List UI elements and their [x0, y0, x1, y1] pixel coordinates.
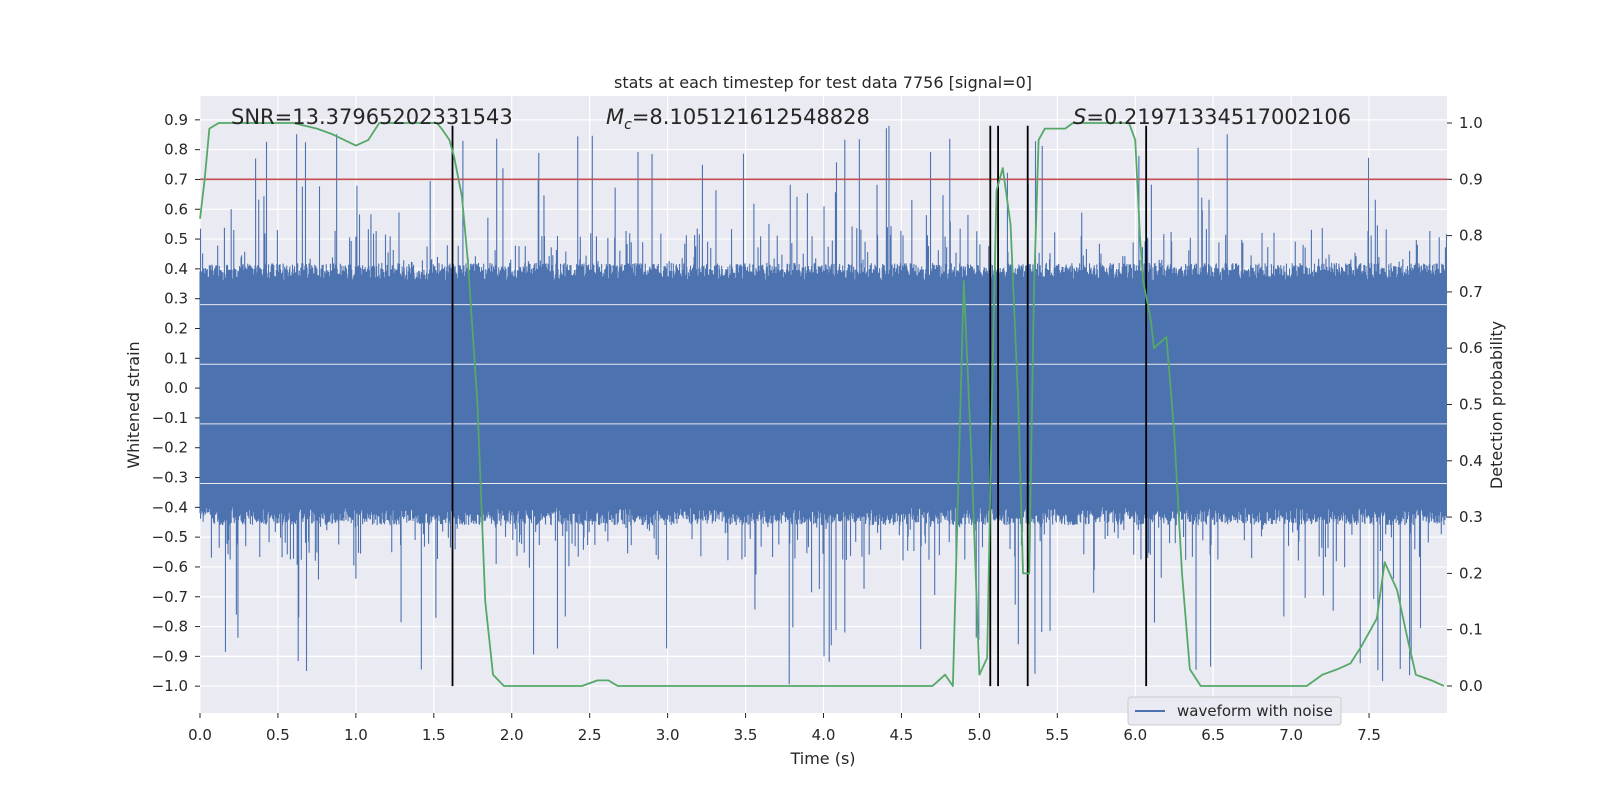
snr-annotation: SNR=13.37965202331543 [231, 105, 513, 129]
x-axis-label: Time (s) [789, 749, 855, 768]
y-left-tick-label: 0.0 [164, 379, 188, 397]
y-left-tick-label: −0.4 [152, 498, 188, 516]
y-left-tick-label: 0.4 [164, 260, 188, 278]
y-left-tick-label: −0.9 [152, 647, 188, 665]
waveform-series [199, 125, 1448, 685]
y-right-tick-label: 0.3 [1459, 508, 1483, 526]
mc-symbol: M [606, 105, 624, 129]
x-tick-label: 1.0 [344, 726, 368, 744]
y-right-tick-label: 0.1 [1459, 621, 1483, 639]
x-tick-label: 6.0 [1123, 726, 1147, 744]
chart-title: stats at each timestep for test data 775… [614, 73, 1032, 92]
x-tick-label: 7.5 [1357, 726, 1381, 744]
y-axis-label-right: Detection probability [1487, 321, 1506, 489]
y-left-tick-label: −0.7 [152, 588, 188, 606]
y-left-tick-label: −0.6 [152, 558, 188, 576]
s-annotation: S=0.21971334517002106 [1073, 105, 1351, 129]
y-left-tick-label: 0.3 [164, 290, 188, 308]
mc-subscript: c [624, 117, 632, 133]
y-left-tick-label: 0.9 [164, 111, 188, 129]
y-left-tick-label: 0.1 [164, 349, 188, 367]
x-tick-label: 0.5 [266, 726, 290, 744]
x-tick-label: 0.0 [188, 726, 212, 744]
y-left-tick-label: 0.7 [164, 170, 188, 188]
probability-series [199, 122, 1445, 687]
probability-line [199, 122, 1445, 687]
x-tick-label: 5.5 [1045, 726, 1069, 744]
chirp-mass-annotation: Mc=8.105121612548828 [606, 105, 870, 133]
y-left-tick-label: 0.6 [164, 200, 188, 218]
y-left-tick-label: −0.5 [152, 528, 188, 546]
y-axis-label-left: Whitened strain [124, 341, 143, 468]
y-right-tick-label: 0.5 [1459, 396, 1483, 414]
y-left-tick-label: 0.8 [164, 141, 188, 159]
y-right-tick-label: 0.2 [1459, 564, 1483, 582]
x-tick-label: 4.0 [812, 726, 836, 744]
x-tick-label: 4.5 [890, 726, 914, 744]
y-right-tick-label: 0.0 [1459, 677, 1483, 695]
axis-ticks: 0.0 0.5 1.0 1.5 2.0 2.5 3.0 3.5 4.0 4.5 5.0 5.5 6.0 6… [152, 111, 1483, 744]
x-tick-label: 6.5 [1201, 726, 1225, 744]
y-left-tick-label: −0.2 [152, 439, 188, 457]
s-value: =0.21971334517002106 [1086, 105, 1351, 129]
legend-box [1127, 696, 1342, 726]
x-tick-label: 3.0 [656, 726, 680, 744]
x-tick-label: 2.5 [578, 726, 602, 744]
x-tick-label: 5.0 [967, 726, 991, 744]
legend-label: waveform with noise [1177, 702, 1333, 720]
y-left-tick-label: −0.8 [152, 618, 188, 636]
s-symbol: S [1073, 105, 1086, 129]
vertical-markers [451, 125, 1148, 687]
y-left-tick-label: −0.3 [152, 469, 188, 487]
y-left-tick-label: −0.1 [152, 409, 188, 427]
y-right-tick-label: 0.9 [1459, 170, 1483, 188]
mc-value: =8.105121612548828 [632, 105, 870, 129]
y-left-tick-label: 0.5 [164, 230, 188, 248]
legend: waveform with noise [1127, 696, 1342, 726]
y-right-tick-label: 0.8 [1459, 227, 1483, 245]
y-left-tick-label: −1.0 [152, 677, 188, 695]
y-right-tick-label: 0.7 [1459, 283, 1483, 301]
y-right-tick-label: 0.6 [1459, 339, 1483, 357]
y-left-tick-label: 0.2 [164, 319, 188, 337]
x-tick-label: 1.5 [422, 726, 446, 744]
x-tick-label: 7.0 [1279, 726, 1303, 744]
y-right-tick-label: 1.0 [1459, 114, 1483, 132]
waveform-core [200, 298, 1447, 502]
x-tick-label: 3.5 [734, 726, 758, 744]
y-right-tick-label: 0.4 [1459, 452, 1483, 470]
x-tick-label: 2.0 [500, 726, 524, 744]
